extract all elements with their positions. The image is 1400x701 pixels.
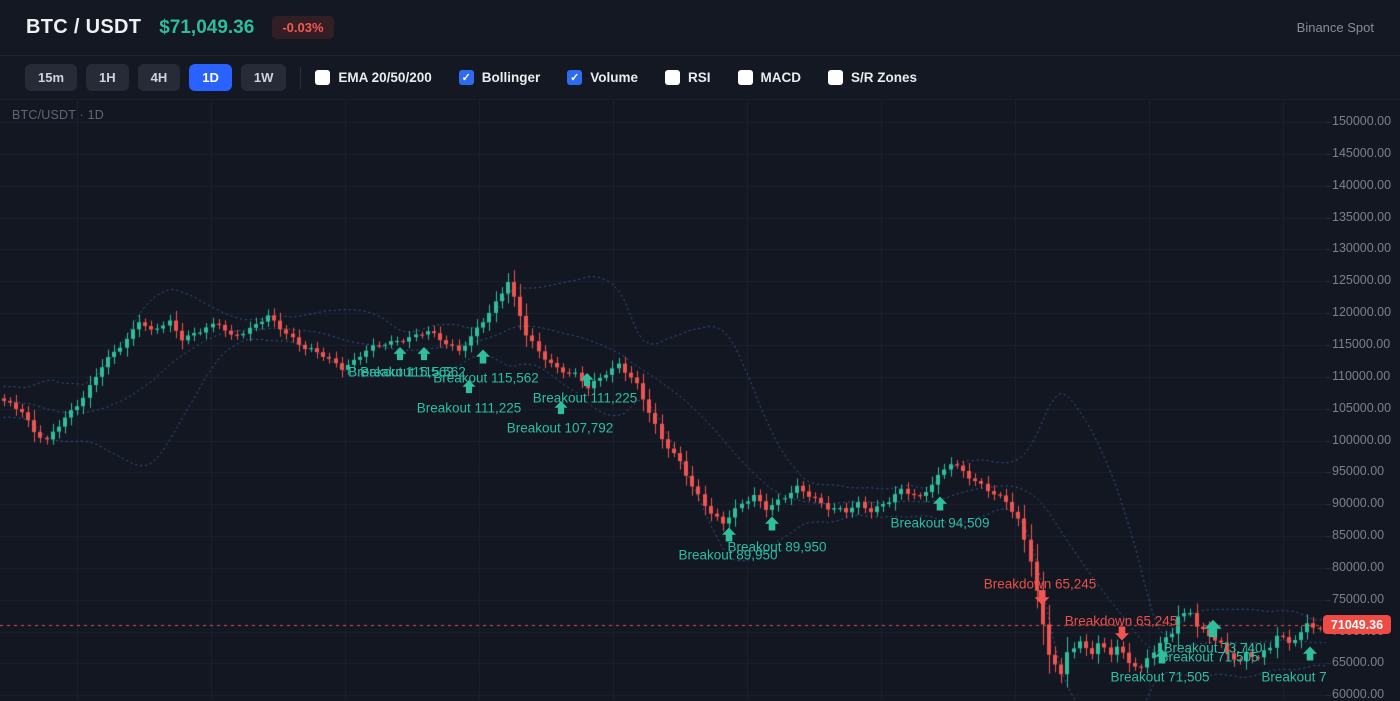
timeframe-group: 15m 1H 4H 1D 1W — [25, 64, 295, 91]
chart-symbol-watermark: BTC/USDT · 1D — [12, 108, 104, 122]
price-tick-label: 95000.00 — [1332, 464, 1385, 479]
price-tick-label: 100000.00 — [1332, 432, 1392, 447]
indicator-checkbox-bollinger[interactable]: ✓ Bollinger — [458, 70, 541, 85]
checked-checkbox-icon: ✓ — [567, 70, 583, 85]
checked-checkbox-icon: ✓ — [458, 70, 474, 85]
price-tick-label: 130000.00 — [1332, 241, 1392, 256]
chart-toolbar: 15m 1H 4H 1D 1W EMA 20/50/200 ✓ Bollinger ✓ Volu… — [0, 56, 1400, 100]
indicator-label: Bollinger — [481, 70, 541, 85]
price-tick-label: 105000.00 — [1332, 400, 1392, 415]
price-tick-label: 90000.00 — [1332, 496, 1385, 511]
indicator-label: Volume — [590, 70, 638, 85]
unchecked-checkbox-icon — [828, 70, 844, 85]
price-tick-label: 110000.00 — [1332, 368, 1391, 383]
indicator-toggles: EMA 20/50/200 ✓ Bollinger ✓ Volume RSI MACD S/R… — [315, 70, 944, 85]
price-tick-label: 115000.00 — [1332, 336, 1391, 351]
unchecked-checkbox-icon — [315, 70, 331, 85]
candlestick-canvas[interactable] — [0, 100, 1400, 700]
exchange-label: Binance Spot — [1296, 20, 1374, 35]
indicator-checkbox-macd[interactable]: MACD — [737, 70, 802, 85]
chart-area: Breakout 115,562 Breakout 115,562 Breakout… — [0, 100, 1400, 701]
indicator-checkbox-volume[interactable]: ✓ Volume — [567, 70, 638, 85]
app-header: BTC / USDT $71,049.36 -0.03% Binance Spo… — [0, 0, 1400, 56]
price-tick-label: 85000.00 — [1332, 528, 1385, 543]
unchecked-checkbox-icon — [665, 70, 680, 85]
indicator-checkbox-s-r-zones[interactable]: S/R Zones — [828, 70, 917, 85]
price-tick-label: 65000.00 — [1332, 655, 1385, 670]
indicator-label: RSI — [688, 70, 711, 85]
price-tick-label: 140000.00 — [1332, 177, 1392, 192]
indicator-label: EMA 20/50/200 — [338, 70, 432, 85]
last-price: $71,049.36 — [159, 16, 255, 38]
timeframe-button-4h[interactable]: 4H — [137, 64, 181, 91]
price-tick-label: 125000.00 — [1332, 273, 1392, 288]
price-tick-label: 80000.00 — [1332, 559, 1385, 574]
price-tick-label: 60000.00 — [1332, 687, 1385, 701]
price-change-badge: -0.03% — [272, 16, 334, 39]
timeframe-button-15m[interactable]: 15m — [25, 64, 78, 91]
indicator-label: MACD — [760, 70, 802, 85]
price-tick-label: 135000.00 — [1332, 209, 1392, 224]
price-tick-label: 150000.00 — [1332, 114, 1392, 128]
price-tick-label: 120000.00 — [1332, 305, 1392, 320]
indicator-label: S/R Zones — [851, 70, 918, 85]
indicator-checkbox-rsi[interactable]: RSI — [665, 70, 711, 85]
timeframe-button-1w[interactable]: 1W — [240, 64, 287, 91]
timeframe-button-1d[interactable]: 1D — [189, 64, 232, 91]
unchecked-checkbox-icon — [737, 70, 753, 85]
price-tick-label: 75000.00 — [1332, 591, 1385, 606]
timeframe-button-1h[interactable]: 1H — [86, 64, 129, 91]
price-tick-label: 145000.00 — [1332, 145, 1392, 160]
indicator-checkbox-ema-20-50-200[interactable]: EMA 20/50/200 — [315, 70, 432, 85]
symbol-title: BTC / USDT — [26, 16, 142, 38]
toolbar-divider — [300, 66, 302, 89]
current-price-label: 71049.36 — [1323, 615, 1391, 635]
